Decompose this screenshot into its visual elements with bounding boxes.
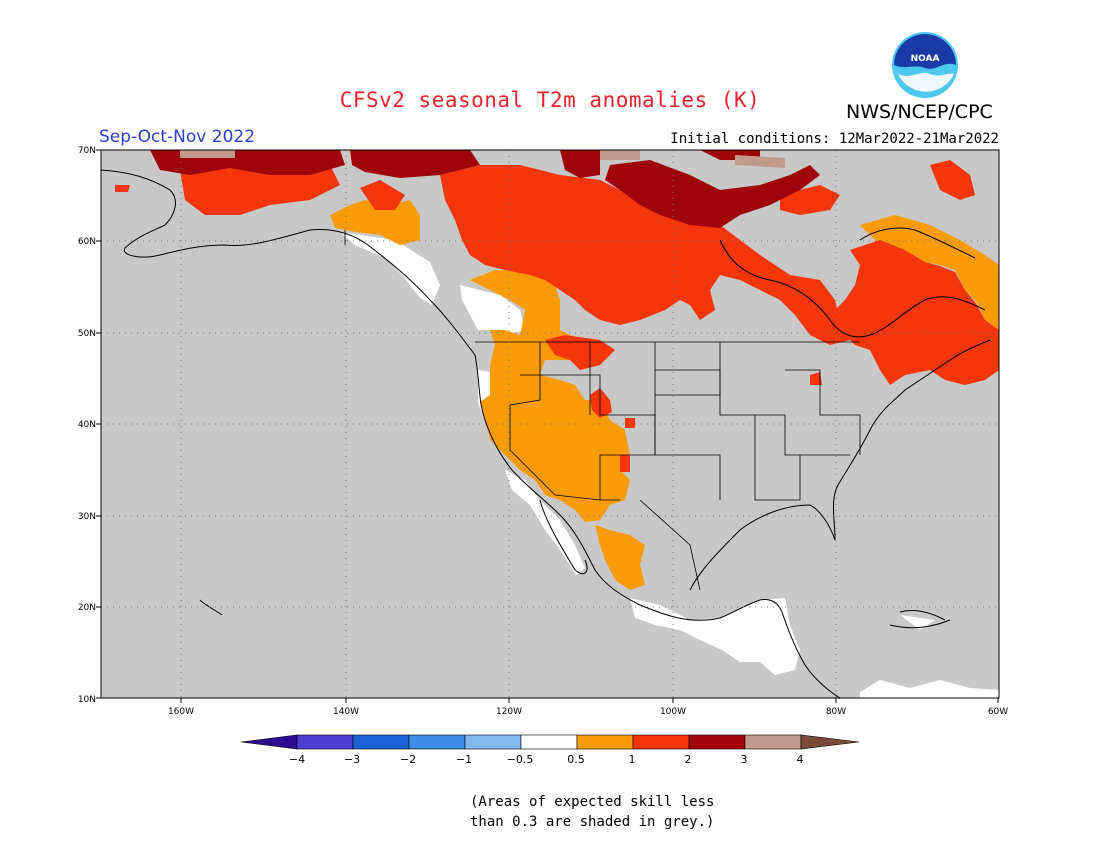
legend-label: 1 bbox=[629, 753, 636, 766]
latitude-labels: 70N 60N 50N 40N 30N 20N 10N bbox=[78, 146, 96, 705]
legend-swatch bbox=[688, 734, 746, 750]
legend-label: −2 bbox=[400, 753, 416, 766]
lat-label: 10N bbox=[78, 695, 96, 705]
lon-label: 160W bbox=[168, 707, 194, 717]
axis-ticks bbox=[96, 149, 999, 703]
legend-swatch bbox=[520, 734, 578, 750]
legend-swatch bbox=[296, 734, 354, 750]
warm-anomaly-3-4 bbox=[180, 150, 785, 168]
lat-label: 60N bbox=[78, 237, 96, 247]
legend-swatch bbox=[408, 734, 466, 750]
skill-note-line: than 0.3 are shaded in grey.) bbox=[470, 814, 715, 830]
legend-arrow-high bbox=[800, 734, 860, 750]
color-legend: −4 −3 −2 −1 −0.5 0.5 1 2 3 4 bbox=[240, 734, 860, 766]
political-borders bbox=[344, 230, 861, 591]
lon-label: 80W bbox=[826, 707, 846, 717]
near-normal-regions bbox=[340, 232, 999, 698]
lat-label: 40N bbox=[78, 420, 96, 430]
lat-label: 70N bbox=[78, 146, 96, 156]
skill-note: (Areas of expected skill less than 0.3 a… bbox=[470, 792, 730, 832]
lon-label: 120W bbox=[496, 707, 522, 717]
lon-label: 140W bbox=[333, 707, 359, 717]
lat-label: 20N bbox=[78, 603, 96, 613]
map-title: CFSv2 seasonal T2m anomalies (K) bbox=[339, 88, 761, 112]
legend-swatch bbox=[576, 734, 634, 750]
legend-swatch bbox=[632, 734, 690, 750]
agency-label: NWS/NCEP/CPC bbox=[846, 101, 993, 123]
lat-label: 50N bbox=[78, 329, 96, 339]
legend-label: −4 bbox=[289, 753, 305, 766]
lon-label: 60W bbox=[988, 707, 1008, 717]
legend-label: 4 bbox=[797, 753, 804, 766]
logo-text: NOAA bbox=[911, 54, 940, 64]
legend-label: 2 bbox=[685, 753, 692, 766]
legend-swatch bbox=[464, 734, 522, 750]
longitude-labels: 160W 140W 120W 100W 80W 60W bbox=[168, 707, 1008, 717]
lon-label: 100W bbox=[660, 707, 686, 717]
warm-anomaly-1-2 bbox=[115, 160, 999, 472]
legend-label: 0.5 bbox=[567, 753, 585, 766]
anomaly-map: 70N 60N 50N 40N 30N 20N 10N 160W 140W 12… bbox=[78, 146, 1008, 717]
legend-swatch bbox=[744, 734, 802, 750]
skill-note-line: (Areas of expected skill less bbox=[470, 794, 715, 810]
lat-label: 30N bbox=[78, 512, 96, 522]
season-label: Sep-Oct-Nov 2022 bbox=[99, 127, 256, 147]
legend-label: −1 bbox=[456, 753, 472, 766]
initial-conditions-label: Initial conditions: 12Mar2022-21Mar2022 bbox=[670, 131, 999, 147]
legend-arrow-low bbox=[240, 734, 298, 750]
legend-label: −0.5 bbox=[507, 753, 534, 766]
legend-label: 3 bbox=[741, 753, 748, 766]
legend-swatch bbox=[352, 734, 410, 750]
legend-label: −3 bbox=[344, 753, 360, 766]
graticule bbox=[101, 150, 999, 698]
noaa-logo: NOAA bbox=[892, 32, 958, 98]
coastlines bbox=[101, 169, 991, 698]
warm-anomaly-2-3 bbox=[150, 150, 820, 228]
